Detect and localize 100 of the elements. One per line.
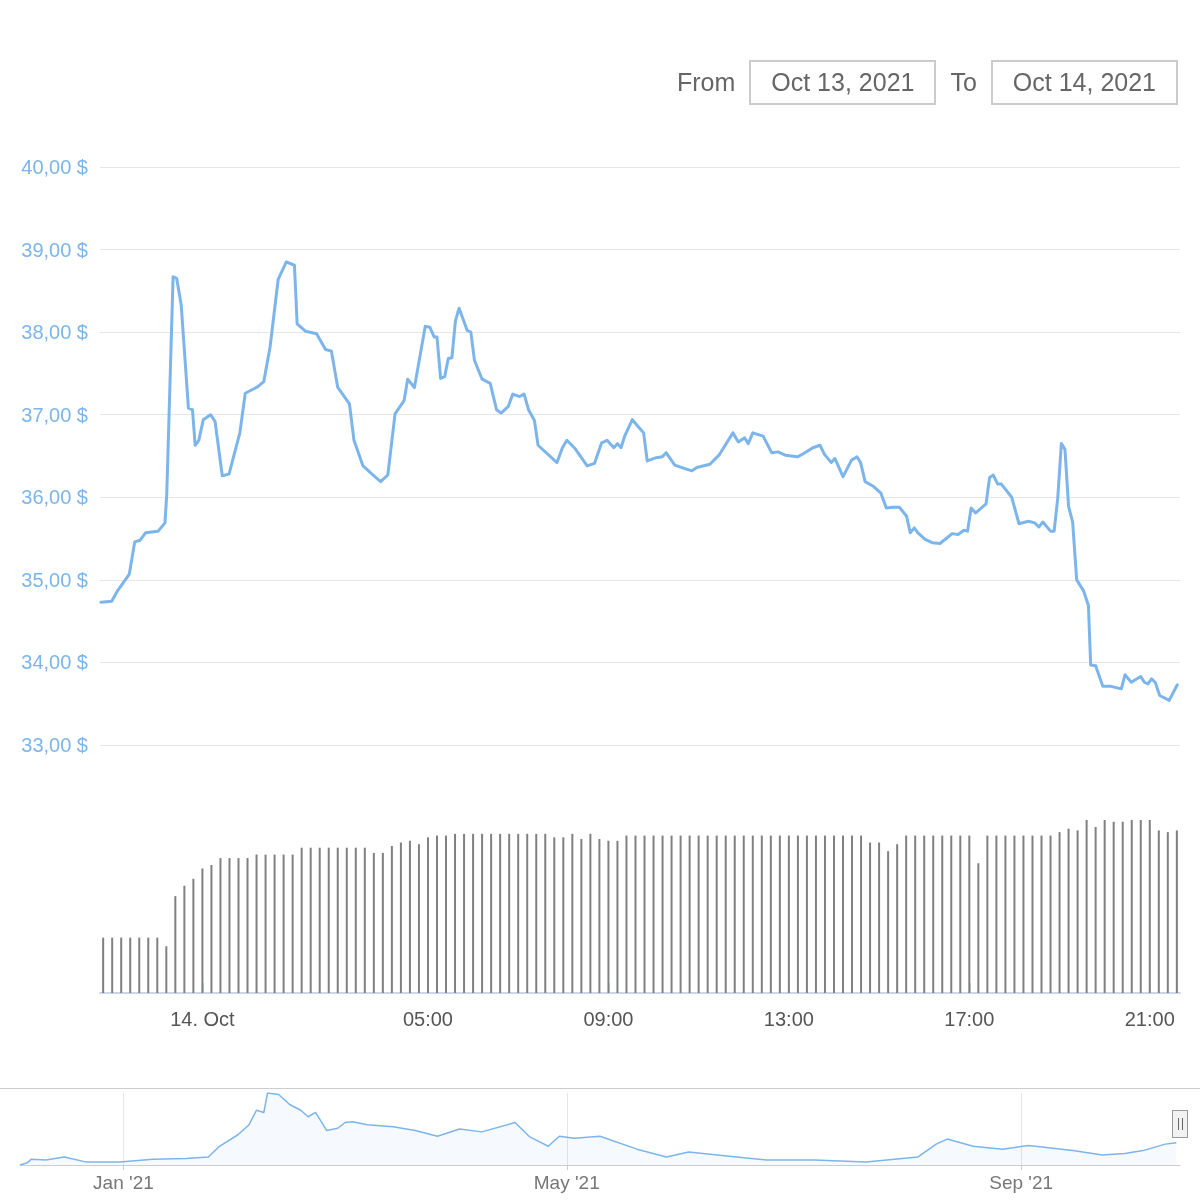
- y-tick-label: 35,00 $: [21, 568, 88, 591]
- bar: [246, 858, 249, 993]
- bar: [1022, 835, 1025, 993]
- bar: [138, 937, 141, 993]
- bar: [156, 937, 159, 993]
- bar: [643, 835, 646, 993]
- bar: [490, 833, 493, 993]
- bar: [914, 835, 917, 993]
- bar: [697, 835, 700, 993]
- bar: [120, 937, 123, 993]
- bar: [769, 835, 772, 993]
- bar: [345, 847, 348, 993]
- bar: [724, 835, 727, 993]
- bar: [616, 840, 619, 993]
- bar: [896, 844, 899, 993]
- bar: [183, 885, 186, 993]
- y-tick-label: 38,00 $: [21, 321, 88, 344]
- bar: [751, 835, 754, 993]
- bar: [535, 833, 538, 993]
- bar: [1103, 820, 1106, 993]
- bar: [688, 835, 691, 993]
- bar: [165, 946, 168, 993]
- bar: [1040, 835, 1043, 993]
- bar: [1175, 830, 1178, 993]
- bar: [1049, 835, 1052, 993]
- bar: [499, 833, 502, 993]
- bar: [1067, 828, 1070, 993]
- bar: [679, 835, 682, 993]
- bar: [598, 839, 601, 993]
- bar: [878, 842, 881, 993]
- bar: [553, 837, 556, 993]
- bar: [1004, 835, 1007, 993]
- bar: [399, 842, 402, 993]
- bar: [372, 852, 375, 993]
- bar: [255, 854, 258, 993]
- bar: [291, 854, 294, 993]
- bar: [869, 842, 872, 993]
- y-tick-label: 36,00 $: [21, 486, 88, 509]
- text: From: [676, 68, 736, 97]
- bar: [1166, 832, 1169, 993]
- bar: [1031, 835, 1034, 993]
- x-tick-label: 21:00: [1124, 1008, 1175, 1030]
- bar: [309, 847, 312, 993]
- y-tick-label: 40,00 $: [21, 156, 88, 178]
- bar: [787, 835, 790, 993]
- y-tick-label: 39,00 $: [21, 238, 88, 261]
- y-tick-label: 33,00 $: [21, 734, 88, 756]
- bar: [805, 835, 808, 993]
- bar: [363, 847, 366, 993]
- date-field: Oct 14, 2021: [990, 60, 1178, 105]
- bar: [1130, 820, 1133, 993]
- bar: [814, 835, 817, 993]
- bar: [1139, 820, 1142, 993]
- bar: [860, 835, 863, 993]
- bar: [445, 835, 448, 993]
- bar: [796, 835, 799, 993]
- bar: [941, 835, 944, 993]
- bar: [210, 864, 213, 993]
- bar: [968, 835, 971, 993]
- bar: [1085, 820, 1088, 993]
- bar: [174, 896, 177, 993]
- bar: [1013, 835, 1016, 993]
- bar: [201, 868, 204, 993]
- bar: [1157, 830, 1160, 993]
- x-tick-label: 09:00: [583, 1008, 634, 1030]
- date-field: Oct 13, 2021: [749, 60, 937, 105]
- bar: [950, 835, 953, 993]
- bar: [760, 835, 763, 993]
- text: To: [950, 68, 977, 97]
- bar: [580, 839, 583, 993]
- bar: [381, 852, 384, 993]
- bar: [661, 835, 664, 993]
- bar: [273, 854, 276, 993]
- x-tick-label: 05:00: [402, 1008, 453, 1030]
- bar: [147, 937, 150, 993]
- bar: [327, 847, 330, 993]
- bar: [715, 835, 718, 993]
- bar: [1058, 832, 1061, 993]
- bar: [905, 835, 908, 993]
- bar: [219, 858, 222, 993]
- bar: [300, 847, 303, 993]
- bar: [481, 833, 484, 993]
- bar: [264, 854, 267, 993]
- bar: [102, 937, 105, 993]
- bar: [625, 835, 628, 993]
- bar: [733, 835, 736, 993]
- bar: [517, 833, 520, 993]
- bar: [472, 833, 475, 993]
- line-series: [99, 260, 1179, 702]
- x-tick-label: 17:00: [944, 1008, 995, 1030]
- bar: [192, 878, 195, 993]
- bar: [887, 851, 890, 993]
- y-tick-label: 34,00 $: [21, 651, 88, 674]
- bar: [390, 845, 393, 993]
- bar: [634, 835, 637, 993]
- bar: [508, 833, 511, 993]
- bar: [282, 854, 285, 993]
- bar: [923, 835, 926, 993]
- bar: [336, 847, 339, 993]
- bar: [832, 835, 835, 993]
